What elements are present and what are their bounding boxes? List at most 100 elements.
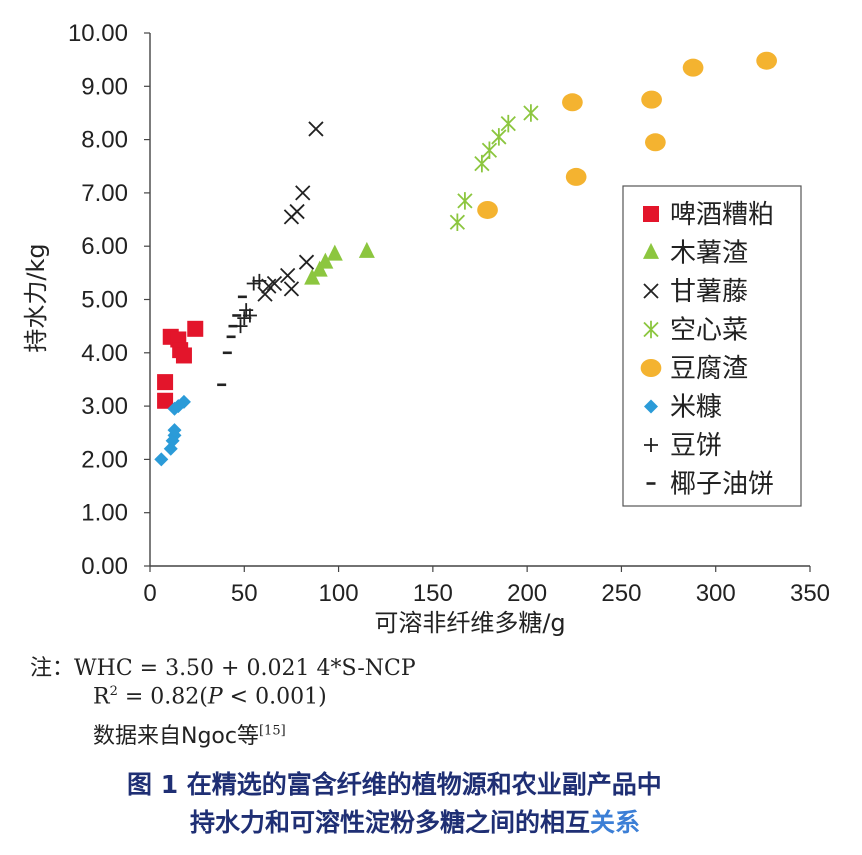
note-equation: WHC = 3.50 + 0.021 4*S-NCP [74, 656, 416, 681]
data-point [157, 374, 174, 391]
data-point [565, 167, 587, 186]
y-tick-label: 6.00 [81, 233, 128, 260]
note-r2-p: P [207, 684, 223, 710]
note-r2-line: R2 = 0.82(P < 0.001) [93, 684, 327, 709]
figure-caption-line2: 持水力和可溶性淀粉多糖之间的相互关系 [190, 803, 640, 839]
data-point [280, 267, 296, 284]
x-tick-label: 100 [319, 580, 359, 607]
caption-main: 持水力和可溶性淀粉多糖之间的相互 [190, 808, 591, 837]
note-source-line: 数据来自Ngoc等[15] [93, 718, 286, 750]
data-point [491, 128, 507, 146]
data-point [317, 252, 334, 269]
legend-marker [643, 242, 659, 259]
data-point [175, 347, 192, 364]
data-point [298, 254, 315, 270]
note-prefix: 注： [30, 656, 75, 681]
series-1 [304, 241, 375, 285]
y-tick-label: 5.00 [81, 287, 128, 314]
series-7 [217, 295, 247, 387]
y-tick-label: 7.00 [81, 180, 128, 207]
legend-label: 豆饼 [670, 431, 722, 461]
data-point [474, 154, 490, 173]
data-point [246, 276, 261, 291]
scatter-chart: 0.00 1.00 2.00 3.00 4.00 5.00 6.00 7.00 8.00 9.00… [22, 20, 830, 637]
y-tick-label: 0.00 [81, 553, 128, 580]
legend-marker [643, 283, 659, 299]
data-point [242, 308, 257, 323]
data-point [645, 133, 666, 152]
note-r2-sup: 2 [109, 684, 118, 699]
series-0 [157, 320, 204, 409]
legend-label: 木薯渣 [670, 239, 748, 269]
data-point [283, 281, 300, 297]
y-tick-label: 4.00 [81, 340, 128, 367]
legend-marker [640, 359, 662, 377]
series-3 [449, 104, 539, 231]
x-tick-label: 0 [143, 580, 156, 607]
data-point [252, 273, 267, 288]
x-tick-label: 50 [231, 580, 258, 607]
data-point [523, 104, 539, 122]
data-point [641, 90, 662, 109]
series-6 [233, 273, 267, 334]
legend-label: 啤酒糟粕 [670, 200, 774, 230]
data-point [449, 213, 466, 231]
data-point [167, 423, 182, 438]
note-source: 数据来自Ngoc等 [93, 724, 259, 749]
y-tick-label: 9.00 [81, 73, 128, 100]
data-point [477, 200, 498, 219]
data-point [358, 241, 375, 258]
series-5 [154, 394, 191, 467]
data-point [154, 452, 169, 467]
y-tick-label: 1.00 [81, 500, 128, 527]
x-tick-label: 250 [601, 580, 641, 607]
legend-label: 椰子油饼 [670, 470, 774, 500]
data-point [308, 121, 324, 137]
note-r2-mid: = 0.82( [117, 684, 208, 710]
x-tick-label: 200 [507, 580, 547, 607]
data-point [682, 58, 704, 77]
legend-marker [643, 206, 659, 222]
note-equation-line: 注：WHC = 3.50 + 0.021 4*S-NCP [30, 650, 416, 682]
data-points [154, 51, 777, 467]
x-tick-label: 300 [696, 580, 736, 607]
note-source-ref: [15] [258, 723, 286, 739]
data-point [562, 93, 583, 112]
legend-label: 甘薯藤 [670, 277, 748, 307]
legend-marker [643, 320, 659, 339]
y-tick-label: 10.00 [68, 20, 128, 47]
data-point [481, 141, 498, 160]
legend-marker [644, 399, 658, 414]
legend-label: 豆腐渣 [670, 354, 748, 384]
y-tick-label: 2.00 [81, 446, 128, 473]
tick-labels: 0.00 1.00 2.00 3.00 4.00 5.00 6.00 7.00 8.00 9.00… [68, 20, 830, 607]
note-r2-base: R [93, 684, 110, 710]
y-tick-label: 8.00 [81, 127, 128, 154]
series-4 [477, 51, 777, 219]
y-axis-title: 持水力/kg [22, 243, 50, 352]
y-tick-label: 3.00 [81, 393, 128, 420]
data-point [295, 185, 311, 201]
data-point [500, 114, 516, 133]
data-point [266, 275, 283, 292]
series-2 [257, 121, 324, 302]
data-point [756, 51, 777, 70]
caption-tail: 关系 [590, 808, 641, 837]
x-tick-label: 150 [413, 580, 453, 607]
axes [144, 32, 811, 572]
data-point [157, 392, 174, 409]
legend-label: 米糠 [670, 393, 722, 423]
data-point [237, 311, 252, 326]
data-point [326, 244, 343, 261]
legend-marker [644, 438, 658, 452]
note-r2-end: < 0.001) [222, 684, 327, 710]
data-point [176, 394, 191, 409]
x-tick-label: 350 [790, 580, 830, 607]
figure-caption-line1: 图 1 在精选的富含纤维的植物源和农业副产品中 [127, 770, 662, 799]
data-point [187, 320, 204, 337]
legend-label: 空心菜 [670, 316, 748, 346]
legend-box [622, 185, 802, 507]
x-axis-title: 可溶非纤维多糖/g [374, 609, 565, 637]
data-point [457, 192, 473, 210]
